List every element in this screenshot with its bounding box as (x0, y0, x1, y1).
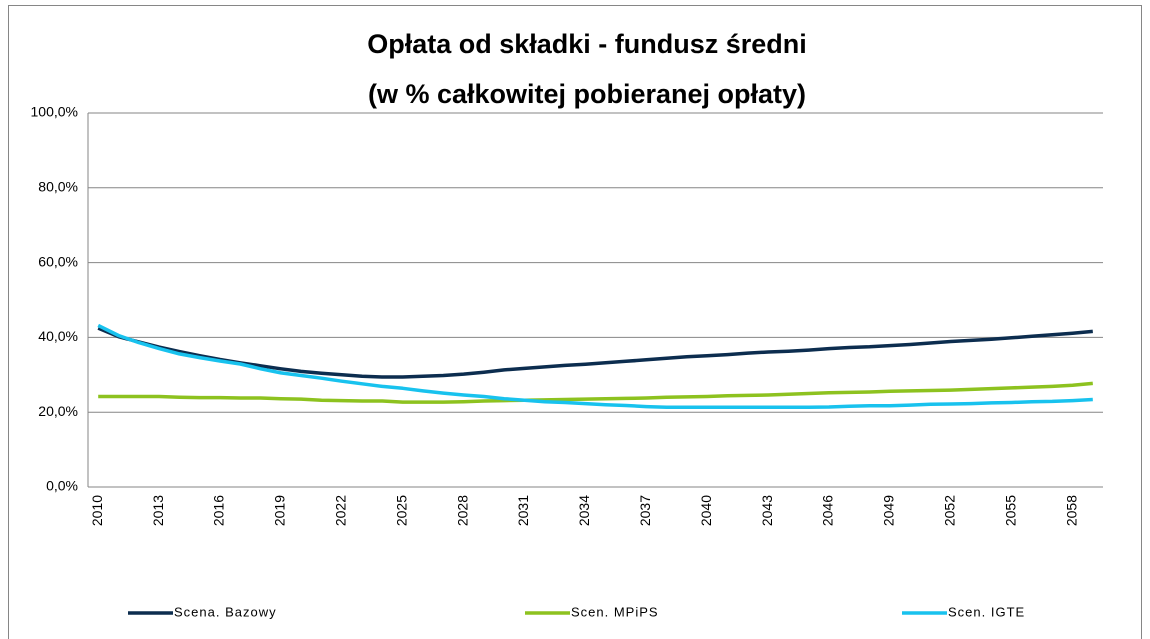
x-tick-label: 2028 (454, 495, 470, 526)
series-line (98, 381, 1093, 404)
x-tick-label: 2049 (881, 495, 897, 526)
x-tick-label: 2037 (637, 495, 653, 526)
x-tick-label: 2031 (515, 495, 531, 526)
x-tick-label: 2013 (150, 495, 166, 526)
legend-label: Scen. IGTE (948, 604, 1025, 619)
x-tick-label: 2046 (820, 495, 836, 526)
y-tick-label: 100,0% (31, 104, 78, 120)
x-tick-label: 2010 (89, 495, 105, 526)
x-tick-label: 2016 (211, 495, 227, 526)
x-tick-label: 2040 (698, 495, 714, 526)
series-line (97, 323, 1093, 410)
y-tick-label: 20,0% (38, 403, 78, 419)
legend-label: Scen. MPiPS (571, 604, 659, 619)
y-tick-label: 80,0% (38, 179, 78, 195)
series-line (97, 326, 1093, 379)
x-tick-label: 2043 (759, 495, 775, 526)
x-tick-label: 2052 (941, 495, 957, 526)
chart-title: Opłata od składki - fundusz średni (367, 29, 807, 59)
x-tick-label: 2022 (332, 495, 348, 526)
x-tick-label: 2058 (1063, 495, 1079, 526)
legend-label: Scena. Bazowy (174, 604, 277, 619)
y-tick-label: 40,0% (38, 328, 78, 344)
x-tick-label: 2025 (393, 495, 409, 526)
y-tick-label: 60,0% (38, 253, 78, 269)
x-tick-label: 2034 (576, 495, 592, 526)
x-tick-label: 2055 (1002, 495, 1018, 526)
chart-frame (8, 5, 1142, 639)
chart-title: (w % całkowitej pobieranej opłaty) (368, 79, 806, 109)
y-tick-label: 0,0% (46, 478, 78, 494)
x-tick-label: 2019 (272, 495, 288, 526)
